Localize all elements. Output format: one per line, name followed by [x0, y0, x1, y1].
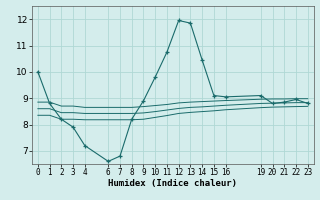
X-axis label: Humidex (Indice chaleur): Humidex (Indice chaleur): [108, 179, 237, 188]
